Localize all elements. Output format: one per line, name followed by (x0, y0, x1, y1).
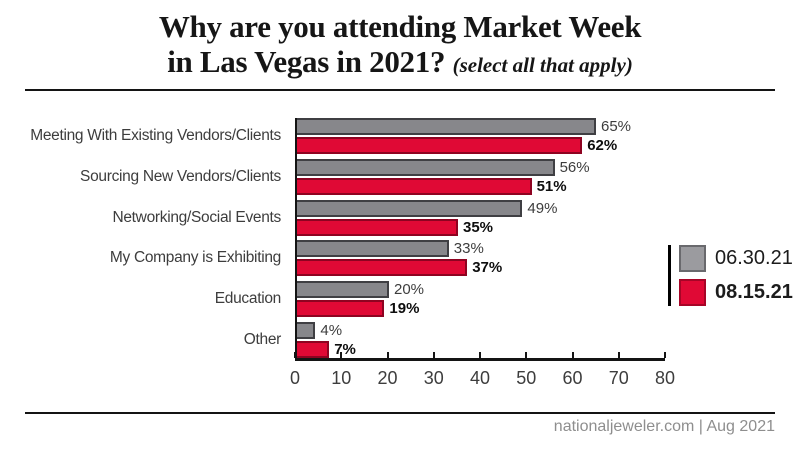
bar-row: 4% (297, 321, 665, 339)
x-tick (525, 352, 528, 358)
bar-red (297, 300, 385, 318)
x-tick-label: 10 (331, 368, 352, 388)
bar-red (297, 177, 532, 195)
chart-subtitle: (select all that apply) (452, 53, 633, 77)
legend-item-red: 08.15.21 (679, 279, 793, 306)
bar-row: 33% (297, 240, 665, 258)
legend-swatch-gray (679, 245, 706, 272)
bar-value-red: 51% (536, 177, 567, 195)
bar-value-gray: 56% (559, 158, 590, 176)
category-label: Networking/Social Events (112, 208, 281, 226)
bar-row: 65% (297, 118, 665, 135)
legend-swatch-red (679, 279, 706, 306)
bar-group: 56% 51% (297, 158, 665, 195)
bar-gray (297, 199, 523, 217)
category-label-row: Meeting With Existing Vendors/Clients (0, 118, 288, 154)
bar-value-red: 62% (587, 137, 618, 154)
x-tick (432, 352, 435, 358)
category-label-row: Other (0, 322, 288, 358)
category-label-row: My Company is Exhibiting (0, 240, 288, 276)
bar-row: 62% (297, 137, 665, 154)
bar-group: 4% 7% (297, 321, 665, 358)
bar-value-red: 35% (463, 218, 494, 236)
bar-value-gray: 20% (394, 281, 425, 299)
bar-row: 51% (297, 177, 665, 195)
bar-value-red: 37% (472, 259, 503, 277)
x-tick (617, 352, 620, 358)
x-tick-label: 20 (377, 368, 398, 388)
x-tick (479, 352, 481, 358)
bar-gray (297, 118, 596, 135)
legend-item-gray: 06.30.21 (679, 245, 793, 272)
bar-row: 7% (297, 340, 665, 358)
chart-title: Why are you attending Market Week in Las… (0, 9, 800, 83)
bar-value-red: 19% (389, 300, 420, 318)
bar-value-gray: 4% (320, 321, 343, 339)
category-label: Other (243, 330, 282, 348)
footer-divider-line (25, 412, 775, 414)
bar-gray (297, 240, 449, 258)
bar-red (297, 340, 330, 358)
x-tick (294, 352, 296, 358)
x-tick (571, 352, 574, 358)
bar-gray (297, 321, 316, 339)
bar-red (297, 137, 583, 154)
bar-red (297, 218, 458, 236)
bar-group: 20% 19% (297, 281, 665, 318)
category-label: My Company is Exhibiting (109, 249, 281, 267)
bar-red (297, 259, 468, 277)
x-tick-label: 40 (469, 368, 491, 388)
chart-title-line1: Why are you attending Market Week (158, 9, 642, 44)
category-label-row: Education (0, 281, 288, 317)
x-tick (340, 352, 343, 358)
chart-title-line2: in Las Vegas in 2021? (select all that a… (167, 44, 633, 79)
title-divider-line (25, 89, 775, 91)
legend: 06.30.21 08.15.21 (668, 245, 793, 306)
x-axis: 0 10 20 30 40 50 60 70 80 (290, 352, 675, 388)
x-tick-label: 30 (423, 368, 444, 388)
bar-group: 65% 62% (297, 118, 665, 154)
category-labels: Meeting With Existing Vendors/Clients Sou… (0, 118, 288, 358)
bar-group: 33% 37% (297, 240, 665, 277)
x-tick (664, 352, 666, 358)
legend-label-red: 08.15.21 (715, 281, 793, 303)
x-tick-label: 0 (289, 368, 301, 388)
x-tick-label: 70 (608, 368, 629, 388)
bar-row: 49% (297, 199, 665, 217)
bar-value-gray: 49% (527, 199, 558, 217)
bar-gray (297, 281, 389, 299)
bar-group: 49% 35% (297, 199, 665, 236)
category-label: Meeting With Existing Vendors/Clients (30, 127, 281, 144)
bar-value-gray: 33% (453, 240, 484, 258)
bar-row: 35% (297, 218, 665, 236)
bar-value-red: 7% (334, 340, 356, 358)
category-label: Education (214, 290, 282, 308)
bar-groups: 65% 62% 56% 51% 49% 35% 33% 37% 20% 19% 4% 7% (295, 118, 665, 358)
x-tick (386, 352, 389, 358)
x-tick-label: 50 (516, 368, 537, 388)
x-tick-label: 60 (562, 368, 583, 388)
bar-row: 19% (297, 300, 665, 318)
bar-value-gray: 65% (601, 118, 632, 135)
category-label: Sourcing New Vendors/Clients (80, 167, 281, 185)
legend-label-gray: 06.30.21 (715, 247, 793, 269)
x-tick-label: 80 (654, 368, 676, 388)
category-label-row: Sourcing New Vendors/Clients (0, 159, 288, 195)
bar-row: 56% (297, 158, 665, 176)
bar-gray (297, 158, 555, 176)
source-attribution: nationaljeweler.com | Aug 2021 (553, 418, 775, 435)
bar-row: 37% (297, 259, 665, 277)
category-label-row: Networking/Social Events (0, 200, 288, 236)
bar-row: 20% (297, 281, 665, 299)
